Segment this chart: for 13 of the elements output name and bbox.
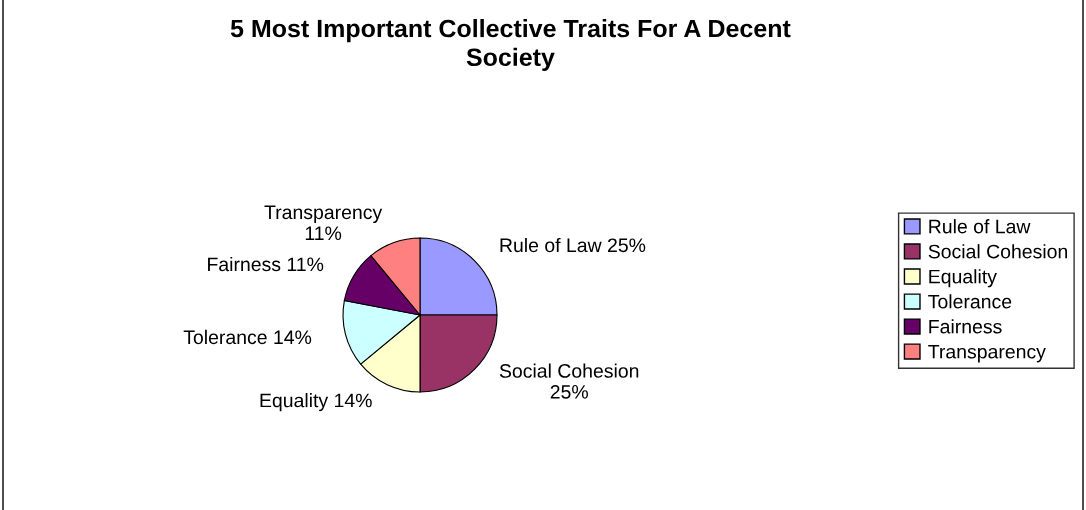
data-label: Equality 14% <box>260 393 372 412</box>
legend-label: Tolerance <box>928 294 1012 309</box>
legend-label: Rule of Law <box>929 219 1031 234</box>
data-label: Fairness 11% <box>208 256 324 272</box>
data-label: Rule of Law 25% <box>500 237 646 253</box>
legend-label: Social Cohesion <box>928 244 1068 259</box>
chart-title: 5 Most Important Collective Traits For A Decent Society <box>230 18 791 72</box>
legend-label: Transparency <box>928 344 1046 363</box>
legend-label: Equality <box>929 269 997 288</box>
data-label: Transparency 11% <box>264 205 383 241</box>
data-label: Social Cohesion 25% <box>499 363 639 399</box>
data-label: Tolerance 14% <box>183 329 312 345</box>
legend-label: Fairness <box>929 319 1002 334</box>
